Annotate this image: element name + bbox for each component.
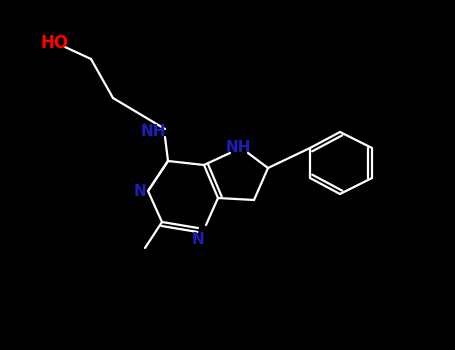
Text: N: N [192, 232, 204, 247]
Text: N: N [133, 183, 146, 198]
Text: HO: HO [41, 34, 69, 52]
Text: NH: NH [140, 124, 166, 139]
Text: NH: NH [225, 140, 251, 155]
